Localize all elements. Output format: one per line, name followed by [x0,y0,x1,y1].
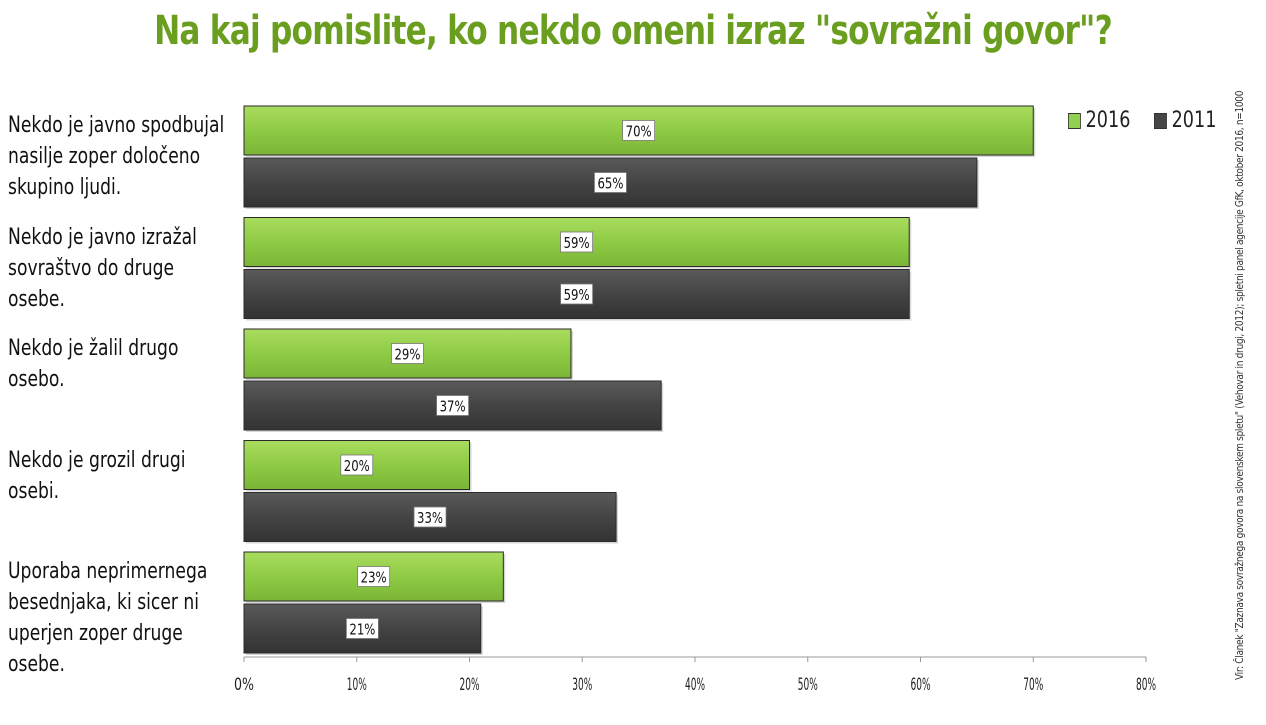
legend-swatch-2016 [1068,112,1081,129]
bar-2011-1 [243,269,910,319]
category-label-line: sovraštvo do druge osebe. [8,255,175,312]
category-label-line: skupino ljudi. [8,175,122,200]
legend-label-2016: 2016 [1085,108,1131,133]
data-label-2016-3: 20% [344,457,370,475]
category-label-3: Nekdo je grozil drugi osebi. [8,445,234,507]
x-tick-label: 0% [234,675,254,695]
data-label-box [345,618,379,639]
x-tick-label: 20% [460,675,480,695]
category-label-line: nasilje zoper določeno [8,144,201,169]
category-label-4: Uporaba neprimernega besednjaka, ki sicer… [8,556,234,680]
legend: 2016 2011 [1068,108,1232,133]
category-label-0: Nekdo je javno spodbujal nasilje zoper do… [8,110,234,203]
data-label-2016-2: 29% [394,346,420,364]
data-label-2011-4: 21% [349,621,375,639]
data-label-box [340,454,374,476]
x-tick-label: 60% [911,675,931,695]
data-label-2011-3: 33% [417,509,443,527]
data-label-box [413,506,447,528]
x-tick-label: 30% [572,675,592,695]
legend-swatch-2011 [1154,112,1167,129]
category-label-line: Nekdo je grozil drugi osebi. [8,447,186,504]
data-label-2011-1: 59% [564,286,590,304]
data-label-2016-1: 59% [564,234,590,252]
chart-title: Na kaj pomislite, ko nekdo omeni izraz "… [154,8,1113,54]
category-label-1: Nekdo je javno izražal sovraštvo do druge… [8,222,234,315]
data-label-2016-0: 70% [626,123,652,141]
legend-label-2011: 2011 [1171,108,1217,133]
category-label-line: uperjen zoper druge osebe. [8,621,183,677]
category-label-line: Nekdo je žalil drugo osebo. [8,336,179,392]
data-label-box [357,566,391,587]
category-label-2: Nekdo je žalil drugo osebo. [8,333,234,395]
data-label-2011-2: 37% [440,398,466,416]
data-label-box [391,343,424,364]
x-tick-label: 70% [1023,675,1043,695]
legend-item-2016: 2016 [1068,108,1130,133]
category-label-line: Nekdo je javno spodbujal [8,113,225,138]
category-label-line: Uporaba neprimernega [8,559,208,584]
x-tick-label: 40% [685,675,705,695]
x-tick-label: 10% [347,675,367,695]
x-tick-label: 50% [798,675,818,695]
legend-item-2011: 2011 [1154,108,1216,133]
data-label-box [560,231,594,253]
category-label-line: Nekdo je javno izražal [8,224,197,250]
data-label-2011-0: 65% [597,175,623,193]
category-label-line: besednjaka, ki sicer ni [8,590,200,615]
data-label-2016-4: 23% [361,569,387,587]
data-label-box [436,395,469,416]
data-label-box [594,172,627,193]
data-label-box [560,283,594,305]
data-label-box [622,120,656,141]
x-tick-label: 80% [1136,675,1156,695]
